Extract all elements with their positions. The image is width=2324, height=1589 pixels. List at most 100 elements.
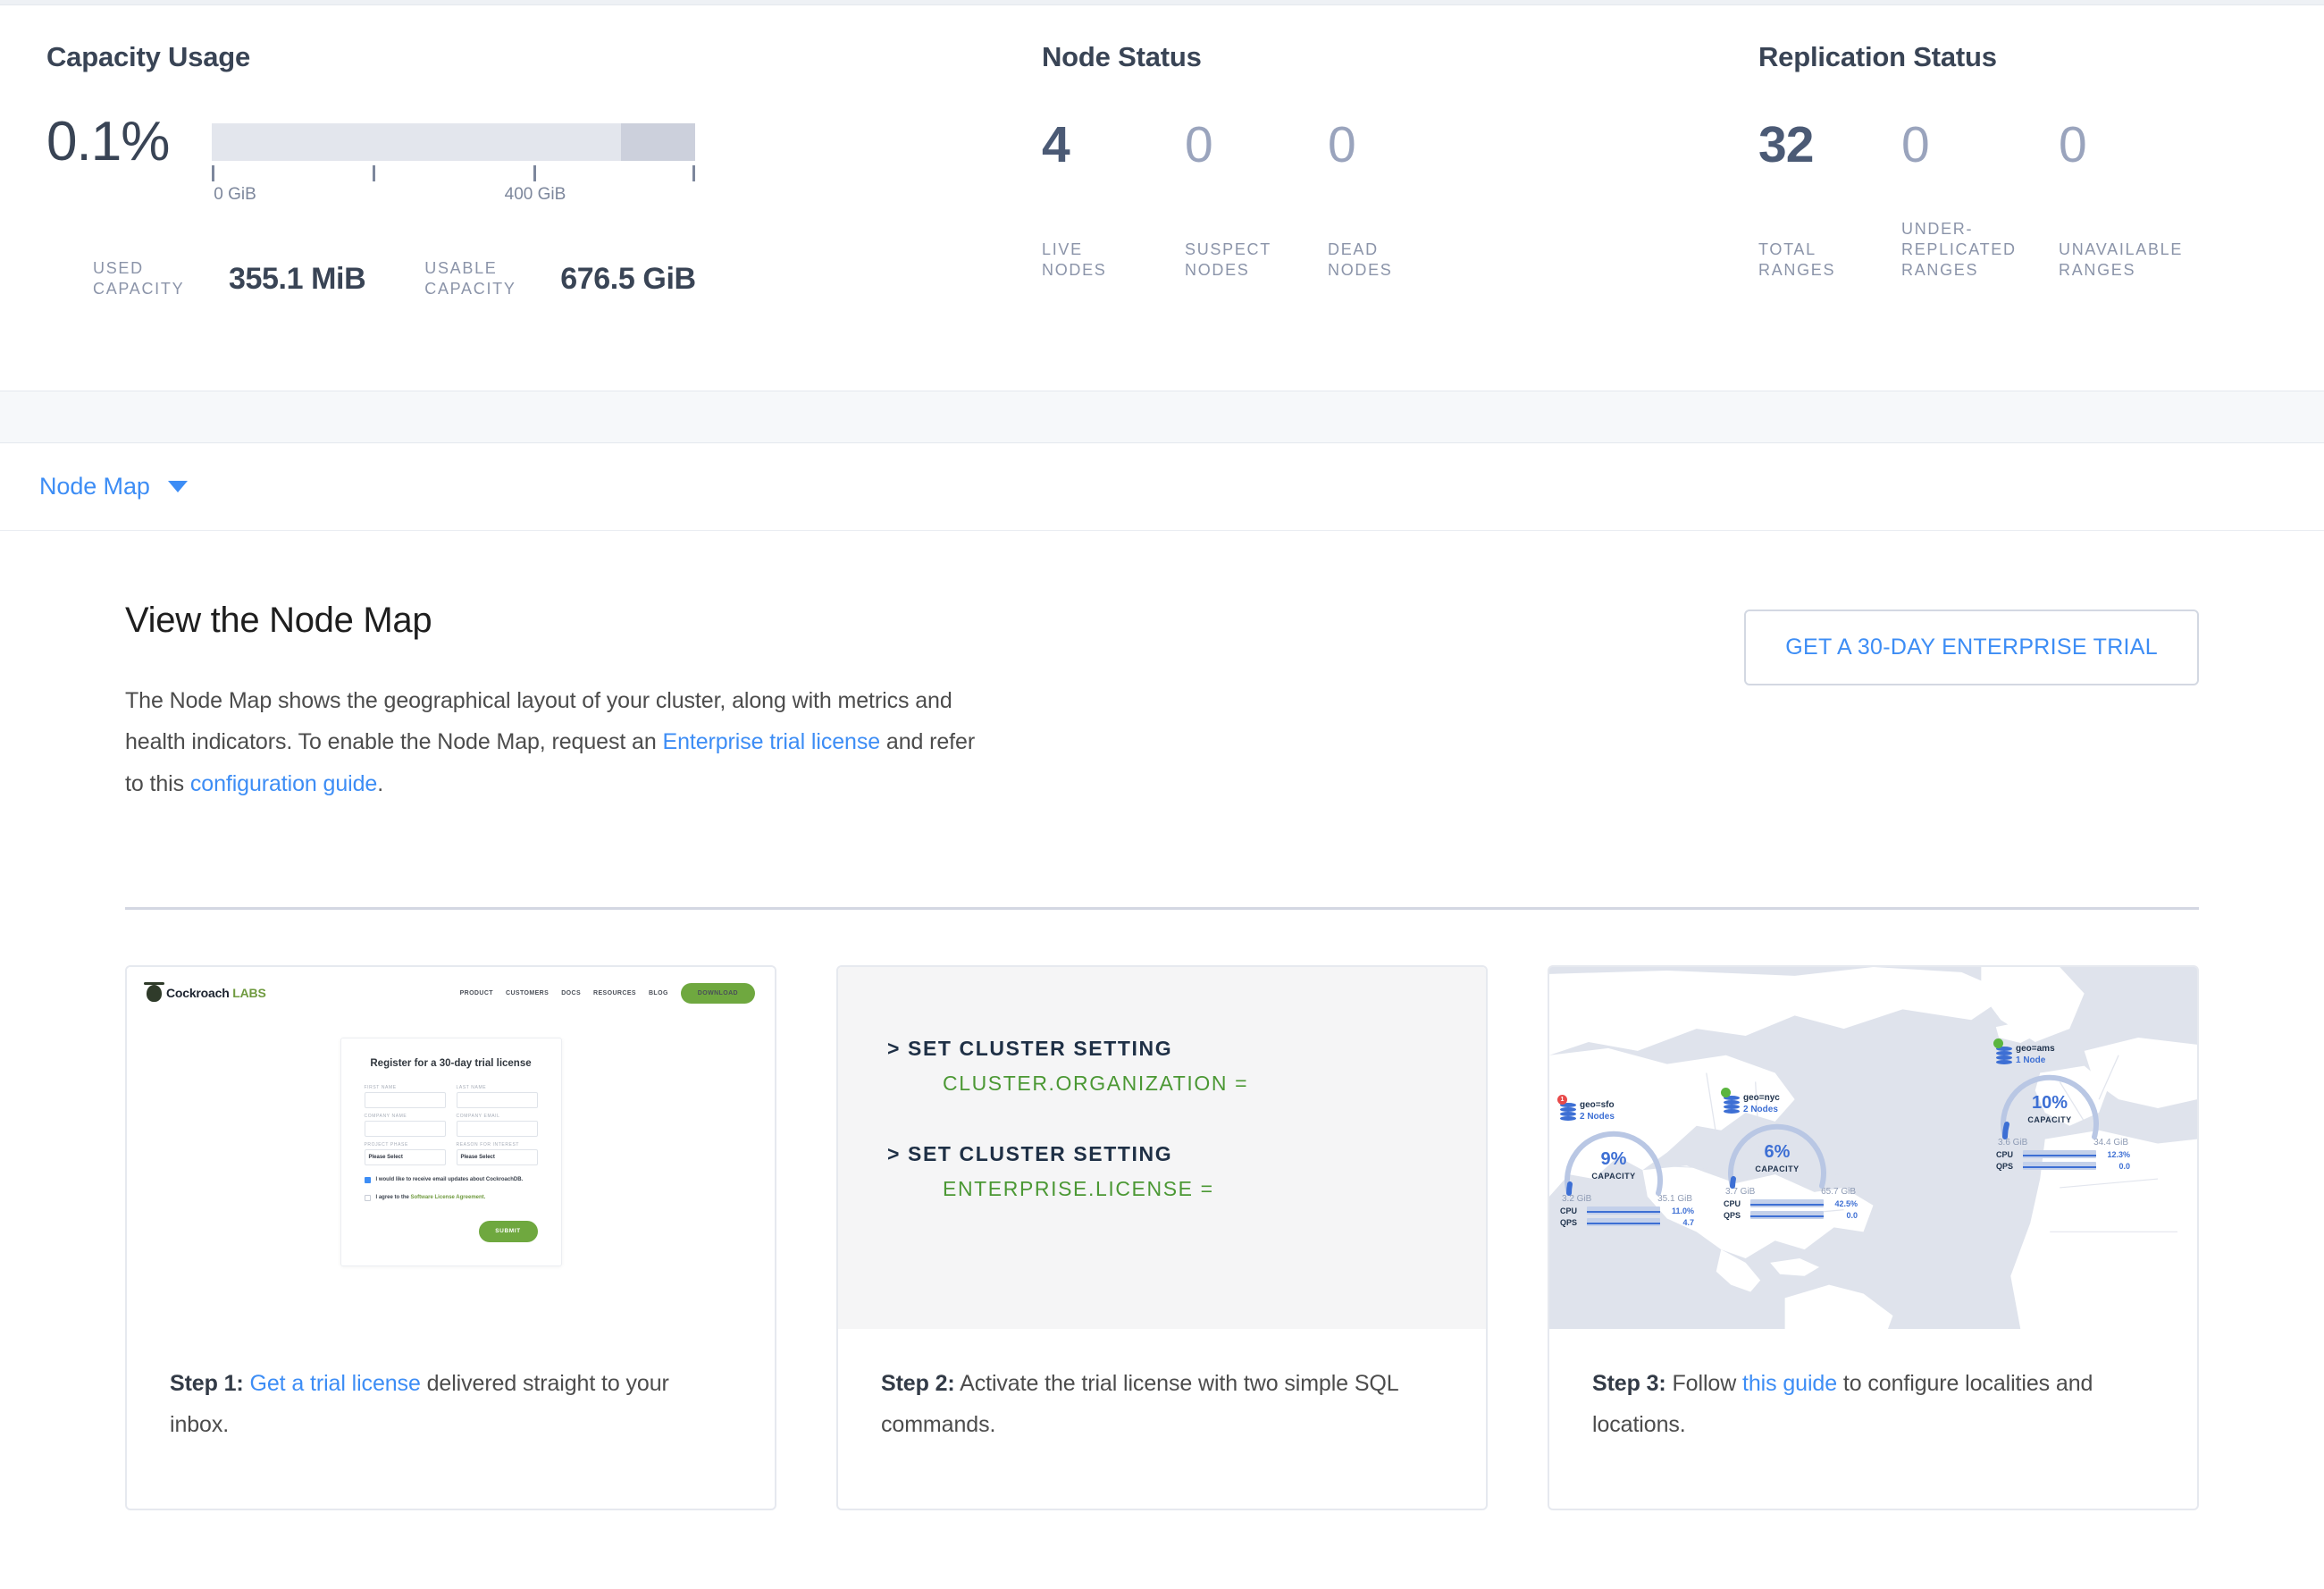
- sfo-qps-value: 4.7: [1682, 1217, 1694, 1227]
- step-card: 1 geo=sfo 2 Nodes: [1548, 964, 2199, 1510]
- sql-commands-preview: > SET CLUSTER SETTING CLUSTER.ORGANIZATI…: [838, 966, 1486, 1329]
- nyc-total: 65.7 GiB: [1821, 1186, 1856, 1197]
- ams-qps-sparkline: [2023, 1162, 2096, 1171]
- company-email-input: [456, 1120, 538, 1137]
- unavailable-ranges-stat: 0 UNAVAILABLE RANGES: [2059, 120, 2216, 281]
- alert-badge-icon: 1: [1557, 1094, 1567, 1105]
- sfo-used: 3.2 GiB: [1562, 1193, 1592, 1204]
- sfo-locality: geo=sfo: [1580, 1099, 1615, 1110]
- node-map-dropdown-label: Node Map: [39, 473, 150, 500]
- cockroach-icon: [144, 981, 164, 1002]
- step-3-caption: Step 3: Follow this guide to configure l…: [1549, 1329, 2197, 1480]
- project-phase-field: PROJECT PHASE Please Select: [364, 1141, 446, 1165]
- capacity-axis: 0 GiB 400 GiB: [212, 165, 699, 204]
- nyc-cpu-row: CPU 42.5%: [1724, 1199, 1858, 1208]
- sfo-capacity-label: CAPACITY: [1591, 1171, 1636, 1181]
- live-nodes-value: 4: [1042, 116, 1070, 173]
- checkbox-checked-icon: [364, 1176, 371, 1183]
- project-phase-select: Please Select: [364, 1148, 446, 1165]
- capacity-bar-reserved: [621, 123, 695, 161]
- live-nodes-label: LIVE NODES: [1042, 240, 1107, 279]
- nav-item-customers: CUSTOMERS: [505, 989, 550, 996]
- step-3-rest: to configure localities and locations.: [1592, 1370, 2093, 1437]
- step-1-rest: delivered straight to your inbox.: [170, 1370, 669, 1437]
- capacity-arc-icon: [1565, 1131, 1663, 1196]
- ams-qps-value: 0.0: [2118, 1161, 2130, 1171]
- section-divider: [125, 906, 2199, 910]
- nyc-qps-sparkline: [1750, 1211, 1824, 1220]
- axis-tick-label: 0 GiB: [214, 185, 256, 204]
- page-title: View the Node Map: [125, 601, 432, 640]
- ams-locality: geo=ams: [2016, 1043, 2055, 1054]
- nyc-qps-value: 0.0: [1846, 1210, 1858, 1220]
- company-name-label: COMPANY NAME: [364, 1113, 407, 1119]
- nyc-used: 3.7 GiB: [1725, 1186, 1756, 1197]
- project-phase-label: PROJECT PHASE: [364, 1141, 408, 1148]
- configuration-guide-link[interactable]: configuration guide: [189, 770, 378, 796]
- sfo-capacity-percent: 9%: [1600, 1148, 1627, 1169]
- used-capacity-label: USED CAPACITY: [93, 259, 185, 298]
- unavailable-ranges-label: UNAVAILABLE RANGES: [2059, 240, 2184, 279]
- usable-capacity-value: 676.5 GiB: [560, 261, 696, 296]
- this-guide-link[interactable]: this guide: [1742, 1370, 1838, 1396]
- axis-tick: [212, 165, 214, 181]
- dead-nodes-stat: 0 DEAD NODES: [1328, 120, 1471, 281]
- node-map-description: The Node Map shows the geographical layo…: [125, 680, 983, 804]
- nyc-node-count: 2 Nodes: [1743, 1105, 1778, 1115]
- step-2-rest: Activate the trial license with two simp…: [881, 1370, 1398, 1437]
- get-enterprise-trial-button[interactable]: GET A 30-DAY ENTERPRISE TRIAL: [1744, 610, 2199, 685]
- ams-cpu-sparkline: [2023, 1150, 2096, 1159]
- axis-tick: [373, 165, 375, 181]
- axis-tick: [533, 165, 536, 181]
- total-ranges-stat: 32 TOTAL RANGES: [1758, 120, 1901, 281]
- dead-nodes-value: 0: [1328, 116, 1356, 173]
- axis-tick-label: 400 GiB: [504, 185, 566, 204]
- healthy-badge-icon: [1721, 1087, 1731, 1097]
- usable-capacity-stat: USABLE CAPACITY 676.5 GiB: [424, 258, 696, 299]
- steps-list: Cockroach LABS PRODUCT CUSTOMERS DOCS RE…: [125, 964, 2199, 1510]
- ams-capacity-range: 3.6 GiB 34.4 GiB: [1996, 1138, 2130, 1148]
- sfo-qps-sparkline: [1587, 1218, 1660, 1227]
- brand-name: Cockroach: [166, 986, 230, 1001]
- cockroach-labs-logo: Cockroach LABS: [144, 981, 266, 1002]
- node-status-stats: 4 LIVE NODES 0 SUSPECT NODES 0 DEAD NODE…: [1042, 120, 1758, 281]
- nyc-capacity-gauge: 6% CAPACITY: [1724, 1118, 1831, 1194]
- node-map-preview: 1 geo=sfo 2 Nodes: [1549, 966, 2197, 1329]
- database-icon: [1996, 1046, 2012, 1066]
- total-ranges-value: 32: [1758, 116, 1814, 173]
- ams-capacity-label: CAPACITY: [2027, 1114, 2072, 1124]
- node-map-dropdown[interactable]: Node Map: [39, 473, 188, 500]
- step-2-label: Step 2:: [881, 1370, 955, 1396]
- ams-total: 34.4 GiB: [2093, 1137, 2128, 1148]
- ams-cpu-label: CPU: [1996, 1149, 2014, 1159]
- ams-qps-row: QPS 0.0: [1996, 1162, 2130, 1171]
- sql-setting-2: ENTERPRISE.LICENSE =: [943, 1176, 1214, 1200]
- used-capacity-stat: USED CAPACITY 355.1 MiB: [93, 258, 366, 299]
- sfo-capacity-gauge: 9% CAPACITY: [1560, 1125, 1667, 1201]
- nyc-node-header: geo=nyc 2 Nodes: [1721, 1087, 1858, 1116]
- nyc-cpu-label: CPU: [1724, 1198, 1741, 1208]
- replication-status-panel: Replication Status 32 TOTAL RANGES 0 UND…: [1758, 41, 2324, 344]
- live-nodes-stat: 4 LIVE NODES: [1042, 120, 1185, 281]
- enterprise-trial-license-link[interactable]: Enterprise trial license: [662, 729, 881, 755]
- nyc-cpu-sparkline: [1750, 1199, 1824, 1208]
- ams-cpu-value: 12.3%: [2107, 1149, 2130, 1159]
- cluster-summary-bar: Capacity Usage 0.1% 0 GiB 400 GiB: [0, 5, 2324, 391]
- sfo-qps-row: QPS 4.7: [1560, 1218, 1694, 1227]
- checkbox-unchecked-icon: [364, 1194, 371, 1201]
- get-trial-license-link[interactable]: Get a trial license: [249, 1370, 421, 1396]
- company-name-field: COMPANY NAME: [364, 1113, 446, 1137]
- unavailable-ranges-value: 0: [2059, 116, 2087, 173]
- sfo-node-info: geo=sfo 2 Nodes: [1580, 1099, 1615, 1123]
- capacity-bar-available: [212, 123, 621, 161]
- chevron-down-icon: [167, 481, 188, 492]
- nyc-qps-label: QPS: [1724, 1210, 1741, 1220]
- suspect-nodes-value: 0: [1185, 116, 1213, 173]
- sfo-cpu-row: CPU 11.0%: [1560, 1206, 1694, 1215]
- step-2-thumbnail: > SET CLUSTER SETTING CLUSTER.ORGANIZATI…: [838, 966, 1486, 1329]
- capacity-details: USED CAPACITY 355.1 MiB USABLE CAPACITY …: [46, 258, 1026, 299]
- form-fields-grid: FIRST NAME LAST NAME COMPANY NAME: [364, 1085, 538, 1165]
- suspect-nodes-stat: 0 SUSPECT NODES: [1185, 120, 1328, 281]
- first-name-field: FIRST NAME: [364, 1085, 446, 1108]
- company-name-input: [364, 1120, 446, 1137]
